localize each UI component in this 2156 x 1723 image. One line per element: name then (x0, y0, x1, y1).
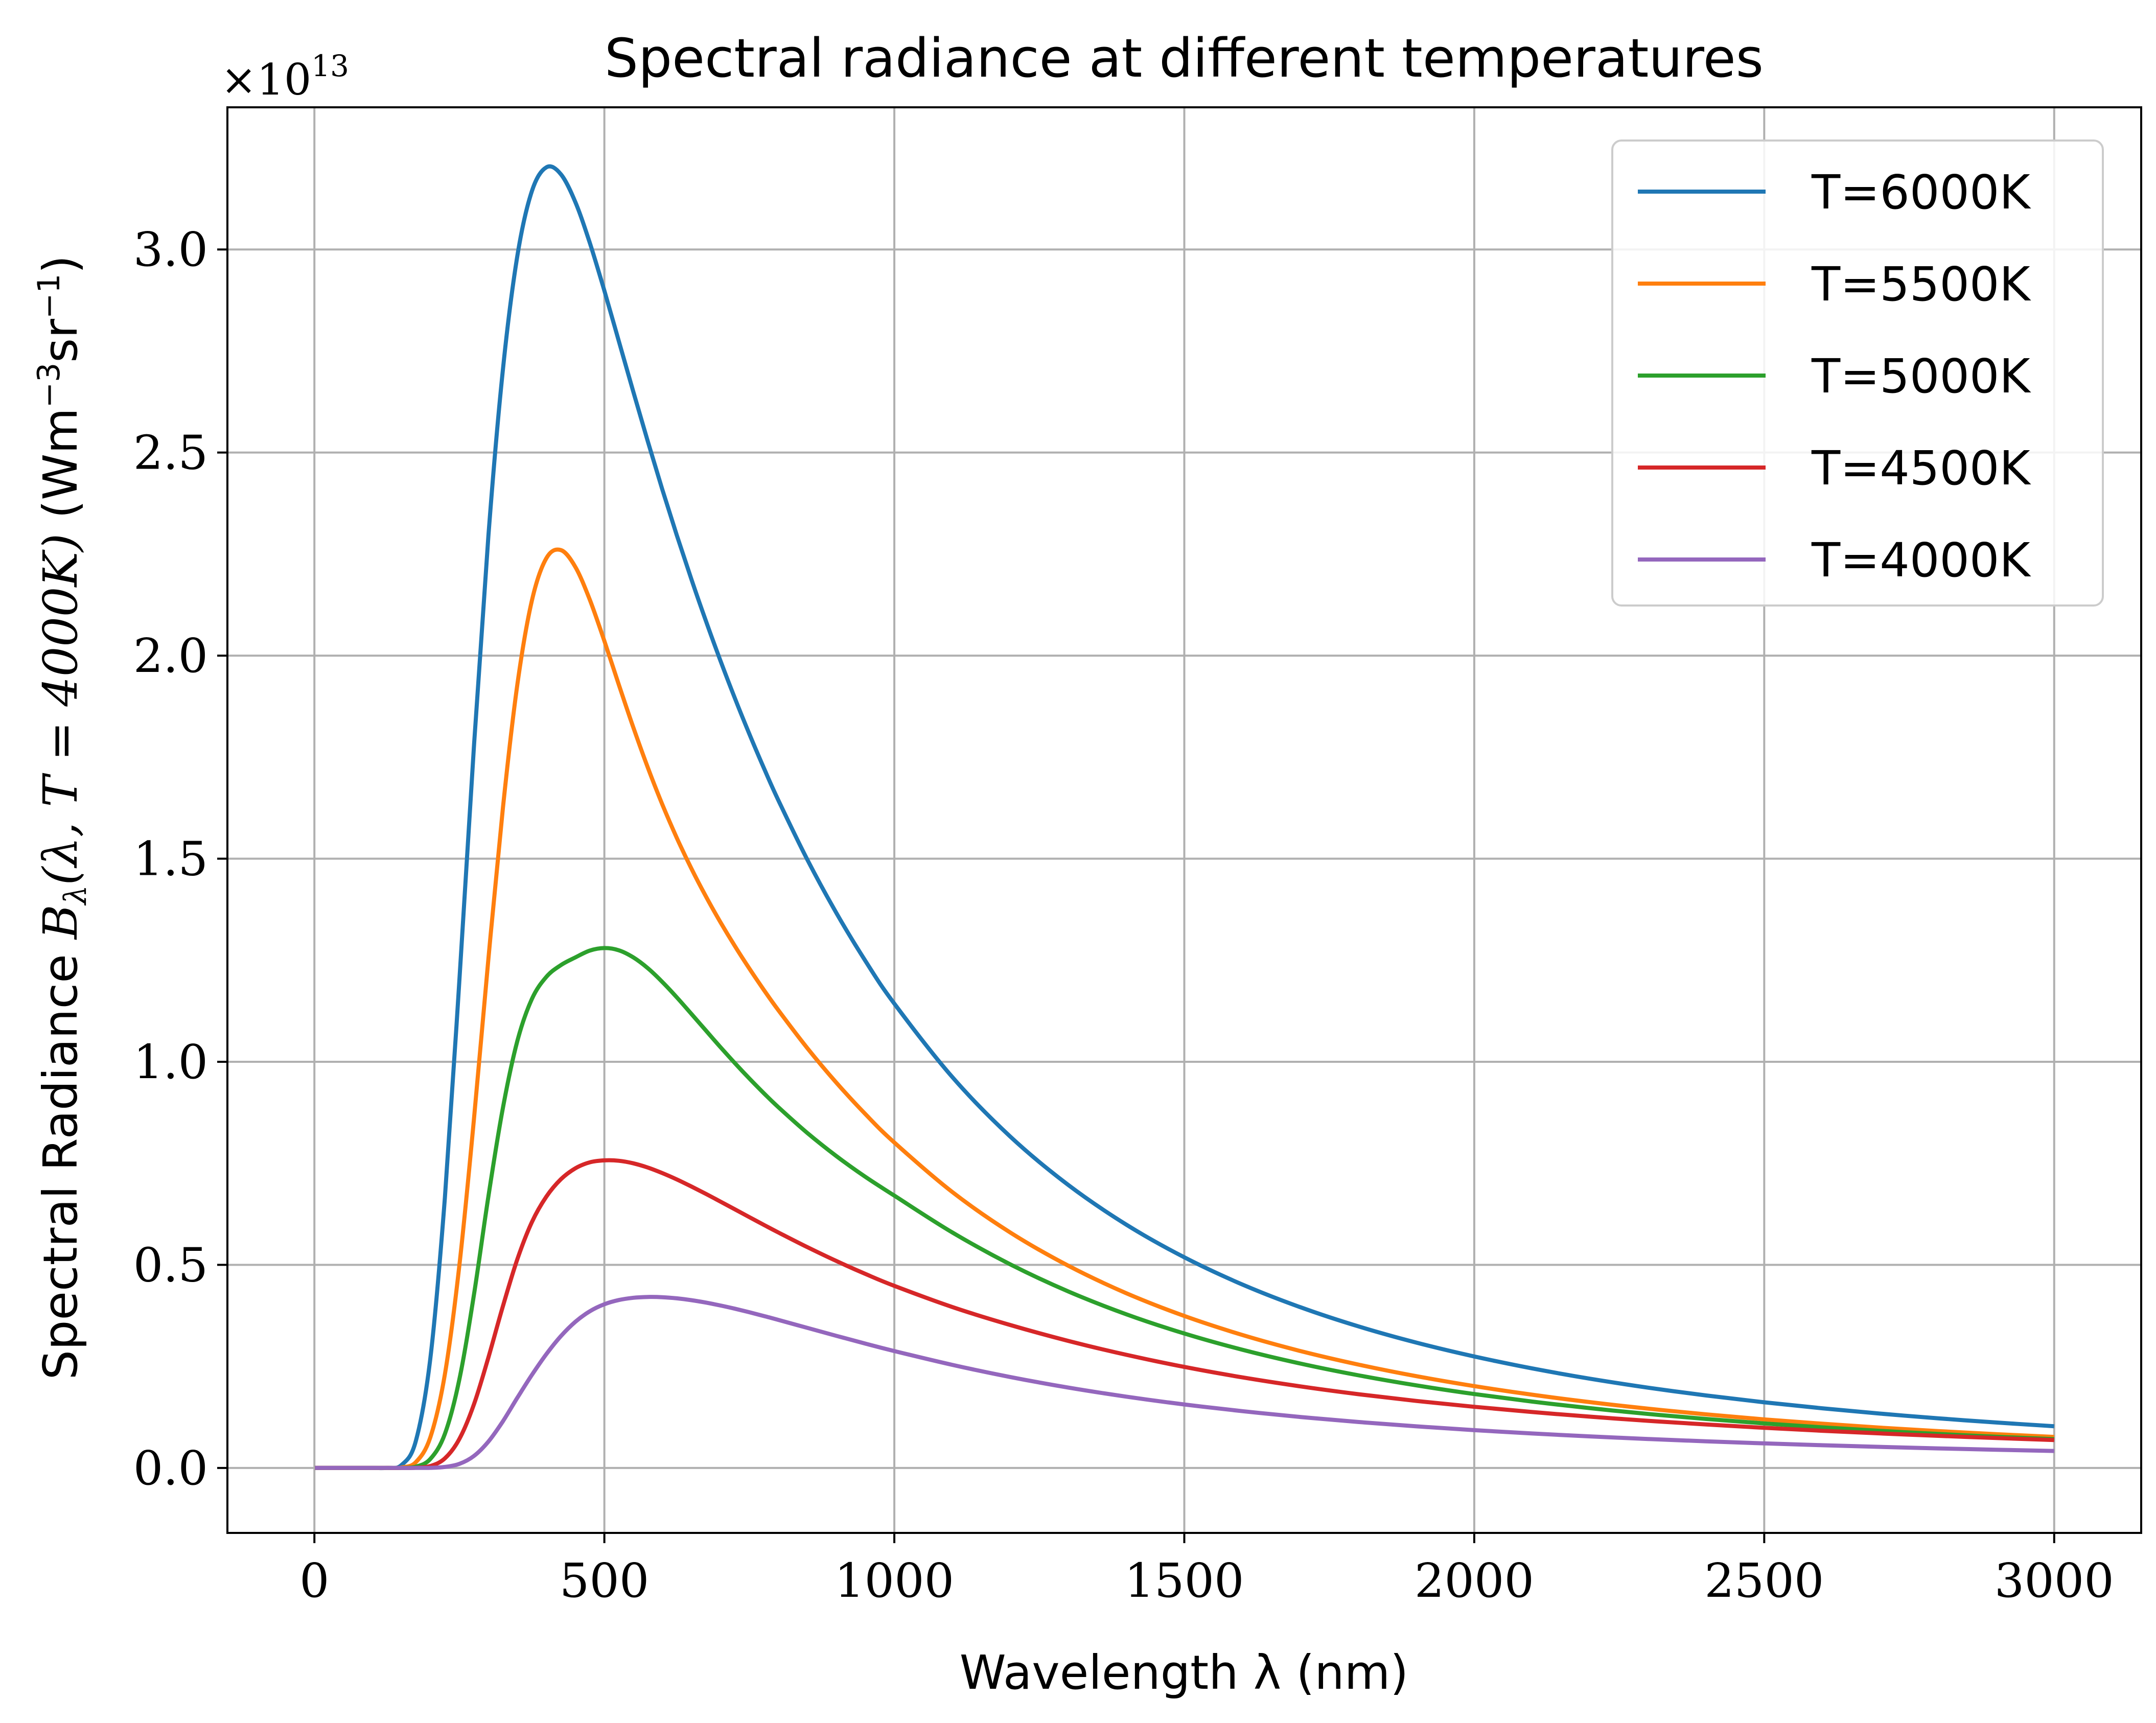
y-axis-label: Spectral Radiance Bλ(λ, T = 4000K) (Wm−3… (31, 255, 94, 1380)
y-tick-label: 3.0 (133, 222, 208, 277)
series-line-t-5500k (315, 547, 2054, 1471)
x-axis: 0 500 1000 1500 2000 2500 3000 (299, 1533, 2114, 1608)
x-tick-label: 500 (560, 1553, 650, 1608)
legend: T=6000K T=5500K T=5000K T=4500K T=4000K (1611, 139, 2104, 607)
x-axis-label: Wavelength λ (nm) (960, 1645, 1408, 1700)
y-tick-label: 2.0 (133, 628, 208, 683)
legend-label-t-4500k: T=4500K (1811, 441, 2031, 496)
x-tick-label: 3000 (1995, 1553, 2114, 1608)
legend-label-t-5500k: T=5500K (1811, 257, 2031, 312)
x-tick-label: 2500 (1704, 1553, 1824, 1608)
y-tick-label: 1.0 (133, 1035, 208, 1089)
series-line-t-4500k (315, 1158, 2054, 1470)
series-line-t-4000k (315, 1295, 2054, 1470)
series-layer (315, 164, 2055, 1471)
chart-title: Spectral radiance at different temperatu… (605, 27, 1764, 89)
legend-label-t-4000k: T=4000K (1811, 533, 2031, 588)
y-axis: 0.0 0.5 1.0 1.5 2.0 2.5 3.0 (133, 222, 227, 1496)
x-tick-label: 0 (299, 1553, 330, 1608)
y-offset-text: ×1013 (221, 49, 349, 105)
y-tick-label: 0.0 (133, 1441, 208, 1496)
y-tick-label: 1.5 (133, 832, 208, 887)
y-tick-label: 0.5 (133, 1238, 208, 1292)
x-tick-label: 2000 (1415, 1553, 1534, 1608)
x-tick-label: 1000 (834, 1553, 954, 1608)
series-line-t-5000k (315, 946, 2054, 1470)
series-line-t-6000k (315, 164, 2055, 1471)
legend-frame (1611, 139, 2104, 607)
legend-label-t-5000k: T=5000K (1811, 349, 2031, 404)
x-tick-label: 1500 (1124, 1553, 1244, 1608)
legend-label-t-6000k: T=6000K (1811, 165, 2031, 220)
y-tick-label: 2.5 (133, 426, 208, 480)
